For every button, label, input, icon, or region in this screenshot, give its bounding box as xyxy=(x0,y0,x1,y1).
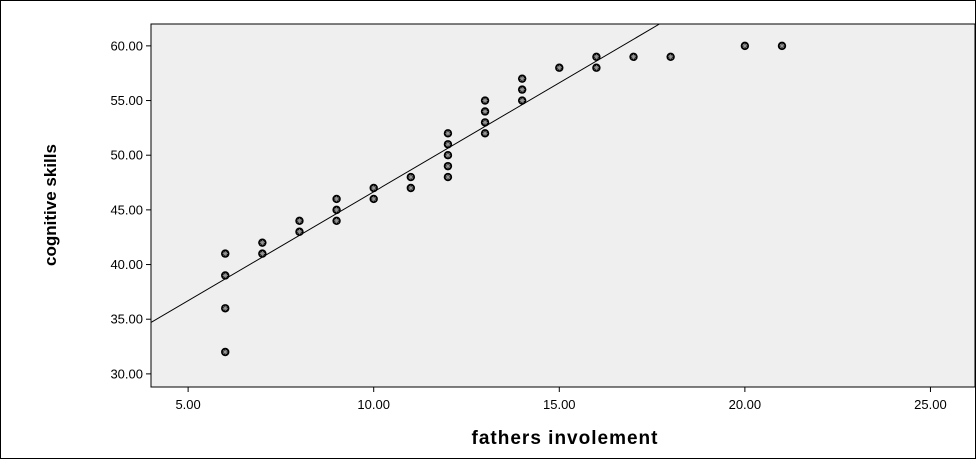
data-point xyxy=(221,347,230,357)
fit-line xyxy=(151,24,660,323)
data-point xyxy=(443,172,453,182)
data-point xyxy=(258,238,267,247)
y-axis: 30.00 35.00 40.00 45.00 50.00 55.00 60.00 xyxy=(110,38,151,381)
x-tick-label: 25.00 xyxy=(914,397,947,412)
data-point xyxy=(740,41,750,51)
y-tick-label: 55.00 xyxy=(110,93,143,108)
data-point xyxy=(406,172,416,182)
data-point xyxy=(555,63,564,72)
x-axis-title: fathers involement xyxy=(472,428,659,449)
x-tick-label: 15.00 xyxy=(543,397,576,412)
data-point xyxy=(517,74,527,83)
data-point xyxy=(629,52,638,62)
data-point xyxy=(443,161,453,171)
data-point xyxy=(480,96,490,105)
data-point xyxy=(777,41,787,51)
data-point xyxy=(221,304,230,313)
data-point xyxy=(332,216,341,226)
x-tick-label: 10.00 xyxy=(357,397,390,412)
data-point xyxy=(443,151,453,160)
y-tick-label: 40.00 xyxy=(110,257,143,272)
data-point xyxy=(332,194,341,204)
data-point xyxy=(480,107,490,116)
y-axis-title: cognitive skills xyxy=(41,144,60,266)
fit-line-group xyxy=(151,24,660,323)
x-tick-label: 5.00 xyxy=(175,397,200,412)
data-point xyxy=(332,205,341,215)
points-group xyxy=(221,41,787,357)
data-point xyxy=(517,85,527,94)
y-tick-label: 30.00 xyxy=(110,366,143,381)
y-tick-label: 45.00 xyxy=(110,202,143,217)
data-point xyxy=(369,183,378,193)
data-point xyxy=(592,63,601,72)
plot-area xyxy=(150,23,976,388)
data-point xyxy=(517,96,527,105)
data-point xyxy=(666,52,675,62)
data-point xyxy=(480,129,490,138)
data-point xyxy=(221,249,230,258)
data-point xyxy=(443,129,453,138)
data-point xyxy=(295,216,304,226)
data-point xyxy=(443,140,453,149)
data-point xyxy=(592,52,601,62)
x-axis: 5.00 10.00 15.00 20.00 25.00 xyxy=(175,387,947,412)
data-point xyxy=(480,118,490,127)
data-point xyxy=(406,183,416,193)
data-point xyxy=(258,249,267,258)
x-tick-label: 20.00 xyxy=(729,397,762,412)
data-point xyxy=(369,194,378,204)
y-tick-label: 35.00 xyxy=(110,312,143,327)
y-tick-label: 50.00 xyxy=(110,148,143,163)
data-point xyxy=(295,227,304,236)
y-tick-label: 60.00 xyxy=(110,38,143,53)
data-point xyxy=(221,271,230,280)
